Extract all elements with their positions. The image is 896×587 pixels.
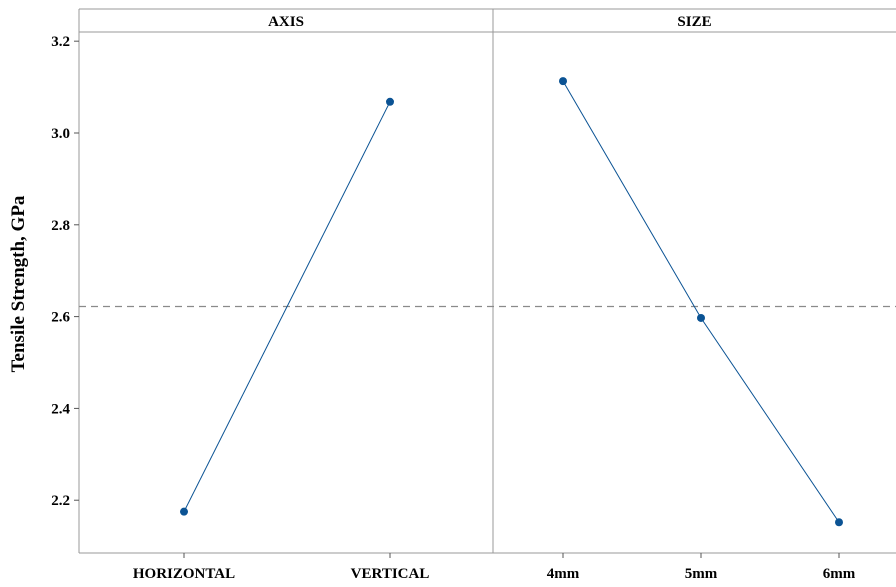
x-tick-label: 4mm: [547, 566, 580, 582]
data-point: [386, 97, 394, 106]
y-axis: 2.2 2.4 2.6 2.8 3.0 3.2: [51, 34, 79, 509]
panel-title: SIZE: [677, 14, 711, 30]
data-point: [180, 507, 188, 516]
data-point: [697, 313, 705, 322]
panels-layer: AXIS HORIZONTAL VERTICAL SIZE 4mm 5mm 6mm: [133, 14, 856, 582]
y-tick-label: 2.8: [51, 218, 70, 234]
data-point: [559, 77, 567, 86]
x-tick-label: 6mm: [823, 566, 856, 582]
x-tick-label: VERTICAL: [351, 566, 430, 582]
plot-frame: [78, 8, 896, 554]
data-point: [835, 518, 843, 527]
y-tick-label: 2.6: [51, 310, 70, 326]
panel-axis: AXIS HORIZONTAL VERTICAL: [133, 14, 429, 582]
x-tick-label: 5mm: [685, 566, 718, 582]
panel-size: SIZE 4mm 5mm 6mm: [547, 14, 856, 582]
y-axis-label: Tensile Strength, GPa: [8, 195, 29, 372]
x-tick-label: HORIZONTAL: [133, 566, 235, 582]
y-tick-label: 2.4: [51, 401, 70, 417]
y-tick-label: 3.2: [51, 34, 70, 50]
panel-title: AXIS: [268, 14, 304, 30]
series-line: [562, 80, 840, 523]
y-tick-label: 2.2: [51, 493, 70, 509]
y-tick-label: 3.0: [51, 126, 70, 142]
series-line: [183, 101, 391, 512]
